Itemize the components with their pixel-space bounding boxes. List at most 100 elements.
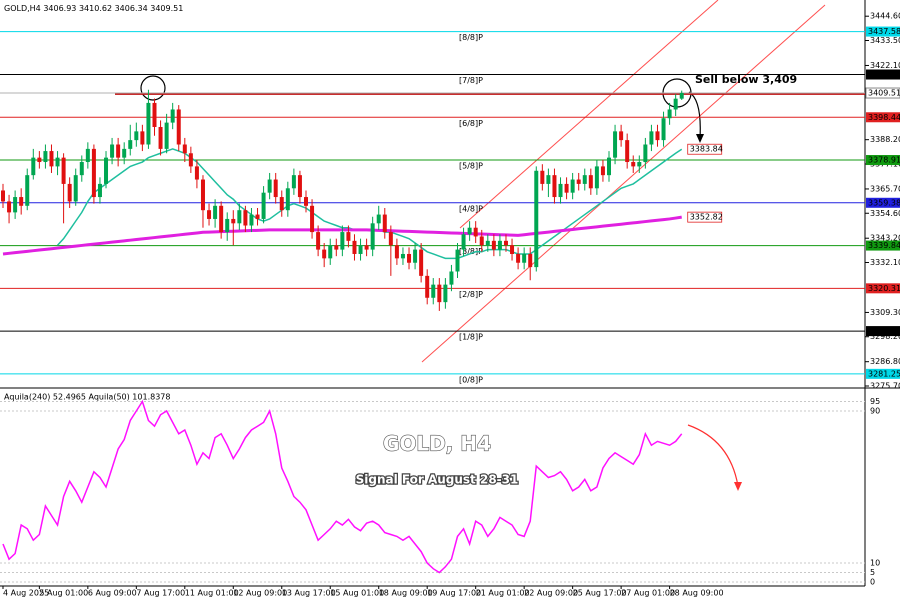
candle-body [503,240,508,246]
candle-body [225,218,230,233]
candle-body [510,245,515,254]
candle-body [431,284,436,298]
x-tick-label: 5 Aug 01:00 [39,589,88,598]
candle-body [128,140,133,149]
channel-upper [459,0,719,229]
level-label: [0/8]P [459,375,483,384]
candle-body [249,214,254,226]
candle-body [407,253,412,263]
y-tick-label: 3275.70 [870,382,900,391]
candle-body [497,240,502,250]
candle-body [679,93,684,99]
candle-body [285,188,290,211]
candle-body [140,131,145,145]
candle-body [322,249,327,259]
candle-body [637,162,642,167]
channel-lower [421,4,826,363]
level-price-box [866,240,900,251]
x-tick-label: 7 Aug 17:00 [136,589,185,598]
forecast-arrow [687,424,739,487]
candle-body [73,175,78,202]
candle-body [334,245,339,250]
indicator-header: Aquila(240) 52.4965 Aquila(50) 101.8378 [4,393,170,402]
candle-body [67,183,72,202]
y-tick-label: 3365.70 [870,184,900,193]
candle-body [522,253,527,263]
x-tick-label: 6 Aug 09:00 [88,589,137,598]
candle-body [231,218,236,224]
symbol: GOLD,H4 [4,4,41,13]
y-tick-label: 10 [870,559,880,568]
candle-body [570,179,575,193]
candle-body [364,245,369,250]
level-price-box [866,283,900,294]
candle-body [479,236,484,246]
candle-body [400,253,405,259]
level-price: 3320.31 [868,284,900,293]
chart-subtitle: Signal For August 28-31 [356,473,519,487]
candle-body [170,109,175,123]
y-tick-label: 3332.10 [870,258,900,267]
chart-title: GOLD, H4 [383,432,491,456]
y-tick-label: 0 [870,578,875,587]
highlight-circle [140,75,166,101]
x-tick-label: 21 Aug 01:00 [476,589,530,598]
candle-body [261,192,266,219]
level-price-box [866,368,900,379]
level-price: 3359.38 [868,198,900,207]
y-tick-label: 3444.60 [870,12,900,21]
candle-body [19,197,24,206]
ma-price: 3383.84 [690,145,723,154]
candle-body [552,175,557,198]
candle-body [297,175,302,198]
candle-body [237,210,242,224]
candle-body [594,166,599,189]
candle-body [558,183,563,198]
candle-body [97,183,102,198]
level-price: 3417.97 [868,70,900,79]
candle-body [613,131,618,158]
candle-body [667,109,672,119]
candle-body [1,190,5,202]
level-price-box [866,197,900,208]
candle-body [631,162,636,167]
candle-body [413,249,418,263]
candle-body [310,205,315,233]
candle-body [207,210,212,219]
candle-body [382,214,387,233]
current-price: 3409.51 [868,89,900,98]
candle-body [437,284,442,303]
x-tick-label: 11 Aug 01:00 [185,589,239,598]
candle-body [576,179,581,184]
candle-body [49,151,54,167]
level-price: 3398.44 [868,113,900,122]
candle-body [340,232,345,250]
y-tick-label: 3298.20 [870,332,900,341]
candle-body [619,131,624,141]
candle-body [370,223,375,250]
candle-body [485,240,490,246]
candle-body [122,148,127,158]
low: 3406.34 [115,4,148,13]
indicator-line [2,399,683,574]
ma-price-box [687,211,723,223]
y-tick-label: 3286.80 [870,357,900,366]
candle-body [273,179,278,198]
candle-body [134,131,139,141]
y-tick-label: 90 [870,407,880,416]
open: 3406.93 [43,4,76,13]
candle-body [304,197,308,206]
level-price-box [866,155,900,166]
x-tick-label: 4 Aug 2025 [3,589,49,598]
x-tick-label: 12 Aug 09:00 [233,589,287,598]
x-tick-label: 22 Aug 09:00 [524,589,578,598]
high: 3410.62 [79,4,112,13]
candle-body [146,102,151,145]
candle-body [540,170,545,184]
level-label: [7/8]P [459,76,483,85]
ma-price-box [687,143,723,155]
level-label: [2/8]P [459,290,483,299]
candle-body [25,175,30,206]
candle-body [600,166,605,176]
